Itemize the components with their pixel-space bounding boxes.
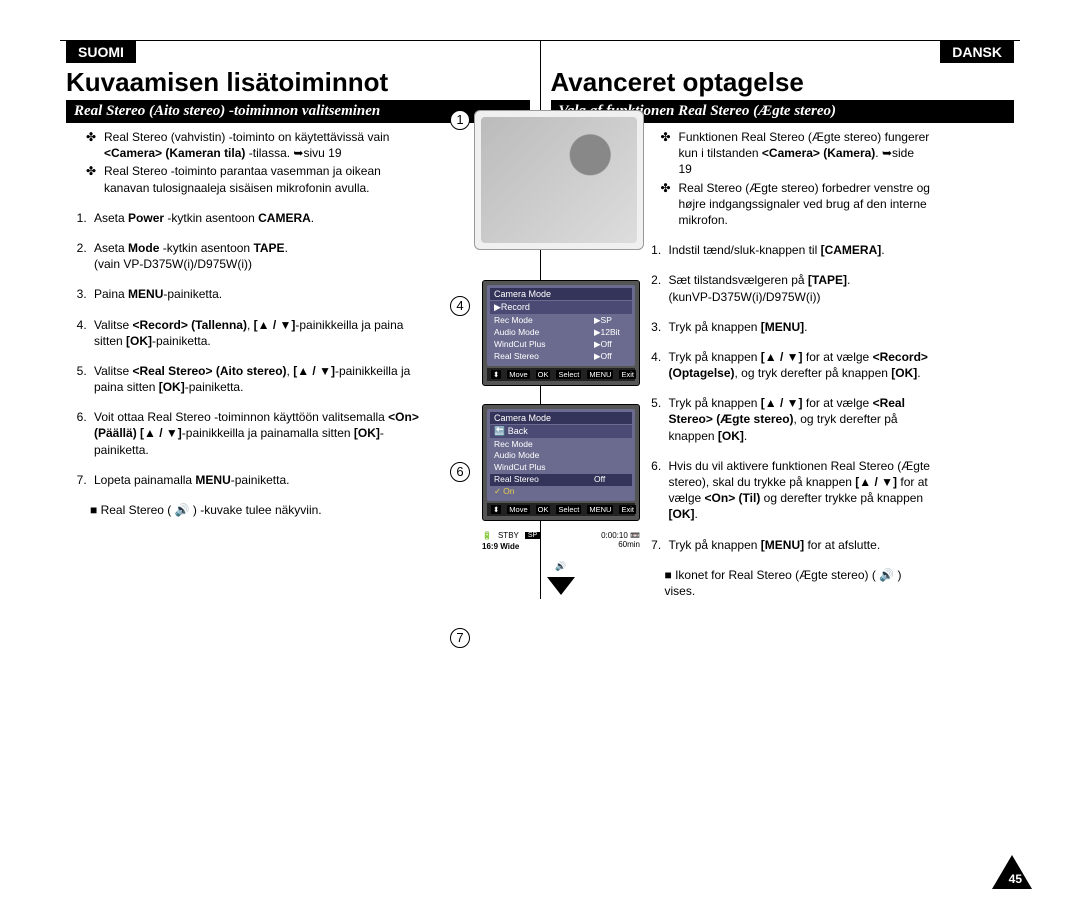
lcd-menu-4: Camera Mode ▶Record Rec Mode▶SP Audio Mo…: [482, 280, 640, 386]
stby-label: STBY: [498, 531, 519, 540]
sp-label: SP: [525, 532, 540, 539]
lang-tag-left: SUOMI: [66, 41, 136, 63]
lcd-row: Rec Mode▶SP: [490, 315, 632, 327]
sub-item: Real Stereo ( 🔊 ) -kuvake tulee näkyviin…: [90, 502, 426, 518]
step: Tryk på knappen [MENU] for at afslutte.: [665, 537, 931, 553]
bullet: Real Stereo -toiminto parantaa vasemman …: [90, 163, 426, 195]
step: Valitse <Real Stereo> (Aito stereo), [▲ …: [90, 363, 426, 395]
lcd-row: Audio Mode: [490, 450, 632, 462]
play-indicator-icon: [547, 577, 575, 595]
lcd-footer: ⬍Move OKSelect MENUExit: [487, 368, 635, 381]
step-marker-7: 7: [450, 628, 470, 648]
right-steps: Indstil tænd/sluk-knappen til [CAMERA]. …: [665, 242, 931, 553]
step: Aseta Power -kytkin asentoon CAMERA.: [90, 210, 426, 226]
bullet: Real Stereo (vahvistin) -toiminto on käy…: [90, 129, 426, 161]
step: Indstil tænd/sluk-knappen til [CAMERA].: [665, 242, 931, 258]
lcd-footer: ⬍Move OKSelect MENUExit: [487, 503, 635, 516]
lcd-row: WindCut Plus: [490, 462, 632, 474]
lcd-row: Rec Mode: [490, 439, 632, 451]
standby-display: 🔋 STBY SP 0:00:10 📼 60min 16:9 Wide 🔊: [482, 531, 640, 621]
step: Tryk på knappen [▲ / ▼] for at vælge <Re…: [665, 349, 931, 381]
camera-illustration: [474, 110, 644, 250]
title-left: Kuvaamisen lisätoiminnot: [66, 67, 530, 98]
left-sub: Real Stereo ( 🔊 ) -kuvake tulee näkyviin…: [90, 502, 426, 518]
step: Aseta Mode -kytkin asentoon TAPE.(vain V…: [90, 240, 426, 272]
lcd-row: Real Stereo▶Off: [490, 351, 632, 363]
left-steps: Aseta Power -kytkin asentoon CAMERA. Ase…: [90, 210, 426, 488]
step-marker-1: 1: [450, 110, 470, 130]
lcd-row-checked: On: [490, 486, 632, 498]
step: Paina MENU-painiketta.: [90, 286, 426, 302]
step: Sæt tilstandsvælgeren på [TAPE].(kunVP-D…: [665, 272, 931, 304]
battery-icon: 🔋: [482, 531, 492, 540]
right-bullets: Funktionen Real Stereo (Ægte stereo) fun…: [665, 129, 931, 228]
title-right: Avanceret optagelse: [551, 67, 1015, 98]
step: Voit ottaa Real Stereo -toiminnon käyttö…: [90, 409, 426, 458]
left-content: Real Stereo (vahvistin) -toiminto on käy…: [66, 129, 446, 518]
lcd-menu-6: Camera Mode 🔙 Back Rec Mode Audio Mode W…: [482, 404, 640, 521]
rec-time: 0:00:10: [601, 531, 628, 540]
center-figures: 1 4 Camera Mode ▶Record Rec Mode▶SP Audi…: [458, 110, 658, 621]
step: Valitse <Record> (Tallenna), [▲ / ▼]-pai…: [90, 317, 426, 349]
bullet: Real Stereo (Ægte stereo) forbedrer vens…: [665, 180, 931, 229]
stereo-icon: 🔊: [555, 561, 566, 572]
lcd-title: Camera Mode: [490, 412, 632, 424]
step-marker-4: 4: [450, 296, 470, 316]
step: Hvis du vil aktivere funktionen Real Ste…: [665, 458, 931, 523]
tape-icon: 📼: [630, 531, 640, 540]
right-sub: Ikonet for Real Stereo (Ægte stereo) ( 🔊…: [665, 567, 931, 599]
step-marker-6: 6: [450, 462, 470, 482]
lang-tag-right: DANSK: [940, 41, 1014, 63]
left-bullets: Real Stereo (vahvistin) -toiminto on käy…: [90, 129, 426, 196]
lcd-row-selected: Real StereoOff: [490, 474, 632, 486]
bullet: Funktionen Real Stereo (Ægte stereo) fun…: [665, 129, 931, 178]
lcd-row: Audio Mode▶12Bit: [490, 327, 632, 339]
lcd-row: WindCut Plus▶Off: [490, 339, 632, 351]
step: Tryk på knappen [MENU].: [665, 319, 931, 335]
lcd-sub: ▶Record: [490, 301, 632, 314]
sub-item: Ikonet for Real Stereo (Ægte stereo) ( 🔊…: [665, 567, 931, 599]
lcd-title: Camera Mode: [490, 288, 632, 300]
remain-time: 60min: [601, 540, 640, 549]
lcd-sub: 🔙 Back: [490, 425, 632, 438]
step: Lopeta painamalla MENU-painiketta.: [90, 472, 426, 488]
step: Tryk på knappen [▲ / ▼] for at vælge <Re…: [665, 395, 931, 444]
